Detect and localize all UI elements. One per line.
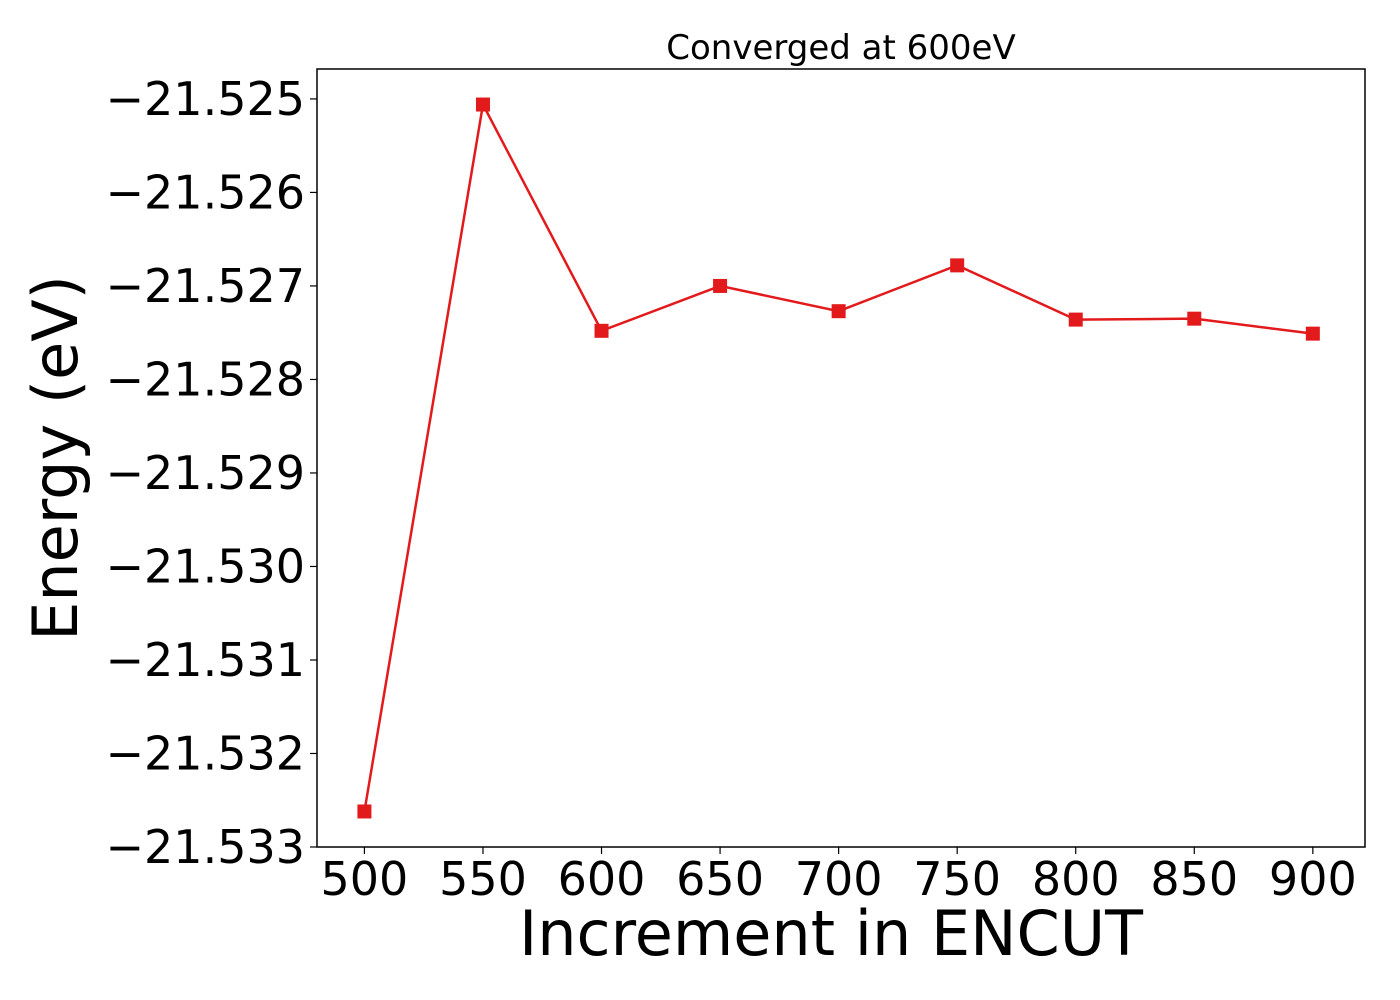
data-point-marker [950, 258, 965, 273]
x-tick-label: 900 [1269, 852, 1357, 906]
y-tick-label: −21.529 [106, 446, 306, 500]
x-axis-title: Increment in ENCUT [519, 897, 1144, 970]
data-point-marker [713, 278, 728, 293]
data-point-marker [357, 804, 372, 819]
x-tick-label: 850 [1150, 852, 1238, 906]
y-tick-label: −21.532 [106, 726, 306, 780]
y-tick-label: −21.527 [106, 259, 306, 313]
y-axis-ticks: −21.525 −21.526 −21.527 −21.528 −21.529 −21.5… [106, 72, 317, 874]
series-layer [357, 97, 1320, 819]
x-axis-ticks: 500 550 600 650 700 750 800 850 900 [321, 847, 1357, 906]
y-axis-title: Energy (eV) [19, 275, 92, 641]
plot-area [316, 68, 1366, 848]
x-tick-label: 750 [913, 852, 1001, 906]
x-tick-label: 550 [439, 852, 527, 906]
data-point-marker [1187, 311, 1202, 326]
y-tick-label: −21.526 [106, 165, 306, 219]
x-tick-label: 500 [321, 852, 409, 906]
chart-title: Converged at 600eV [666, 28, 1015, 68]
x-tick-label: 800 [1032, 852, 1120, 906]
x-tick-label: 650 [676, 852, 764, 906]
data-point-marker [831, 304, 846, 319]
data-point-marker [1305, 326, 1320, 341]
y-tick-label: −21.528 [106, 352, 306, 406]
y-tick-label: −21.530 [106, 539, 306, 593]
y-tick-label: −21.533 [106, 820, 306, 874]
data-point-marker [594, 323, 609, 338]
data-point-marker [475, 97, 490, 112]
x-tick-label: 700 [795, 852, 883, 906]
x-tick-label: 600 [558, 852, 646, 906]
y-tick-label: −21.531 [106, 633, 306, 687]
data-point-marker [1068, 312, 1083, 327]
y-tick-label: −21.525 [106, 72, 306, 126]
